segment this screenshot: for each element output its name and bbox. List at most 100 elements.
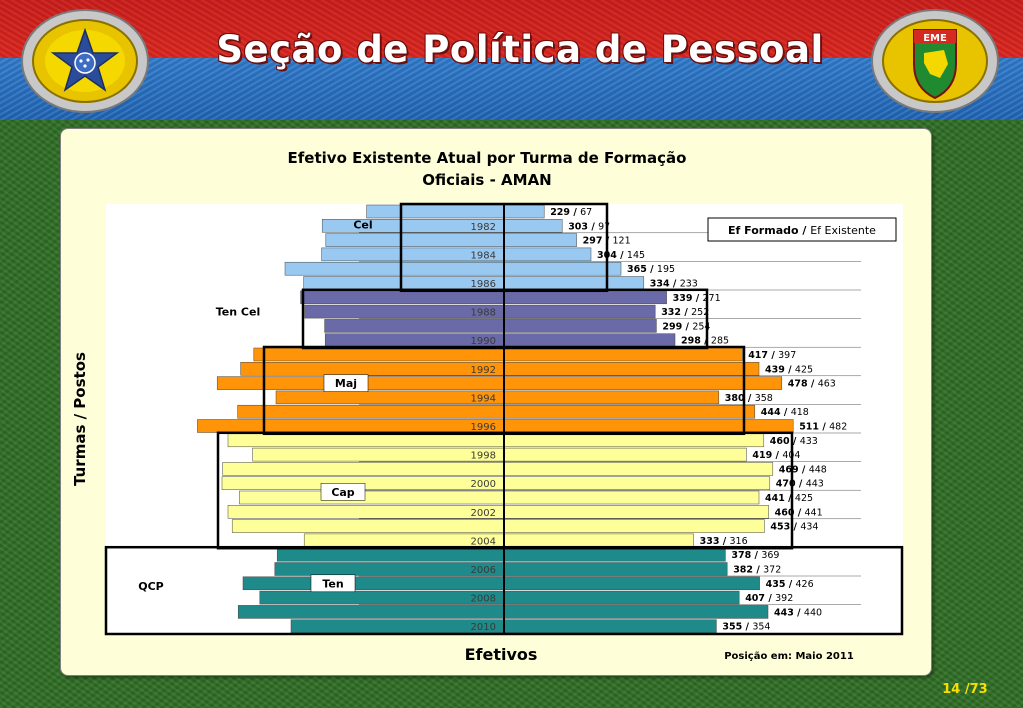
bar-left-1998: [252, 447, 505, 462]
value-label-1982: 303 / 97: [568, 221, 610, 232]
bar-left-2008: [259, 590, 505, 605]
svg-text:Ef Formado / Ef Existente: Ef Formado / Ef Existente: [728, 224, 876, 237]
value-label-2001: 441 / 425: [765, 493, 813, 504]
bar-left-2009: [237, 605, 505, 619]
chart-panel: Efetivo Existente Atual por Turma de For…: [60, 128, 932, 676]
legend-separator: /: [799, 224, 811, 237]
value-label-2006: 382 / 372: [733, 565, 781, 576]
bar-left-1999: [222, 462, 505, 476]
bar-left-2002: [227, 505, 505, 519]
value-label-1985: 365 / 195: [627, 264, 675, 275]
y-axis-label: Turmas / Postos: [71, 352, 89, 486]
page-separator: /: [960, 682, 970, 697]
page-number: 14 /73: [930, 682, 1000, 697]
bar-right-1994: [503, 390, 720, 405]
pyramid-chart: Efetivo Existente Atual por Turma de For…: [71, 149, 904, 664]
bar-right-2003: [503, 519, 765, 533]
bar-right-1999: [503, 462, 774, 476]
bar-right-1997: [503, 433, 765, 448]
group-label-cel: Cel: [353, 218, 372, 231]
tick-label-1986: 1986: [471, 279, 496, 290]
bar-left-2007: [242, 576, 505, 591]
bar-right-1982: [503, 219, 563, 233]
bar-right-2006: [503, 562, 728, 576]
bar-left-1992: [240, 362, 505, 376]
bar-right-1992: [503, 362, 760, 376]
legend-existente: Ef Existente: [810, 224, 876, 237]
bar-right-1998: [503, 447, 747, 462]
bar-right-1993: [503, 376, 783, 390]
value-label-1993: 478 / 463: [788, 379, 836, 390]
bar-right-1987: [503, 290, 667, 305]
bar-right-2001: [503, 490, 760, 505]
bar-left-1981: [366, 204, 505, 219]
value-label-1992: 439 / 425: [765, 364, 813, 375]
bar-left-1996: [197, 419, 505, 433]
svg-text:EME: EME: [923, 33, 947, 44]
bar-left-1989: [324, 319, 505, 333]
bar-right-1983: [503, 233, 577, 247]
bar-right-1996: [503, 419, 794, 433]
value-label-1997: 460 / 433: [770, 436, 818, 447]
group-label-ten-cel: Ten Cel: [216, 306, 260, 319]
group-label-maj: Maj: [335, 377, 357, 390]
bar-right-1988: [503, 304, 656, 319]
legend-formado: Ef Formado: [728, 224, 799, 237]
value-label-2007: 435 / 426: [766, 579, 814, 590]
bar-right-2008: [503, 590, 740, 605]
header-red-band: [0, 0, 1023, 58]
eme-shield-emblem-icon: EME: [870, 8, 1000, 118]
tick-label-2006: 2006: [471, 565, 496, 576]
bar-right-1989: [503, 319, 657, 333]
group-label-qcp: QCP: [138, 580, 164, 593]
tick-label-1998: 1998: [471, 451, 496, 462]
tick-label-1996: 1996: [471, 422, 496, 433]
value-label-2004: 333 / 316: [700, 536, 748, 547]
tick-label-1982: 1982: [471, 222, 496, 233]
bar-right-2010: [503, 619, 717, 633]
value-label-1996: 511 / 482: [799, 422, 847, 433]
value-label-1994: 380 / 358: [725, 393, 773, 404]
value-label-1995: 444 / 418: [761, 407, 809, 418]
group-label-bg-cap: [320, 483, 366, 501]
value-label-2008: 407 / 392: [745, 593, 793, 604]
value-label-1987: 339 / 271: [673, 293, 721, 304]
tick-label-2002: 2002: [471, 508, 496, 519]
group-box-qcp: [104, 545, 904, 636]
tick-label-1992: 1992: [471, 365, 496, 376]
bar-left-1995: [237, 404, 505, 419]
value-label-1998: 419 / 404: [752, 450, 800, 461]
value-label-2003: 453 / 434: [770, 522, 818, 533]
value-label-1990: 298 / 285: [681, 336, 729, 347]
value-label-1984: 304 / 145: [597, 250, 645, 261]
bar-right-2009: [503, 605, 769, 619]
bar-left-2001: [239, 490, 505, 505]
bar-right-1991: [503, 347, 743, 362]
tick-label-1984: 1984: [471, 250, 496, 261]
header-blue-band: [0, 58, 1023, 120]
page-current: 14: [942, 682, 961, 697]
bar-right-1985: [503, 261, 622, 276]
value-label-2005: 378 / 369: [731, 550, 779, 561]
bar-right-1990: [503, 333, 676, 347]
bar-left-1987: [300, 290, 505, 305]
value-label-2009: 443 / 440: [774, 607, 822, 618]
value-label-1989: 299 / 254: [662, 321, 710, 332]
value-label-2010: 355 / 354: [722, 622, 770, 633]
value-label-1981: 229 / 67: [550, 207, 592, 218]
value-label-1983: 297 / 121: [583, 236, 631, 247]
value-label-1986: 334 / 233: [650, 279, 698, 290]
bar-right-1984: [503, 247, 592, 262]
bar-left-2003: [231, 519, 505, 533]
page-total: 73: [969, 682, 988, 697]
value-label-1988: 332 / 252: [661, 307, 709, 318]
tick-label-1994: 1994: [471, 393, 496, 404]
tick-labels-group: 1982 1984 1986 1988 1990 1992 1994 1996 1998 2000…: [359, 222, 861, 634]
bar-right-2004: [503, 533, 694, 548]
rank-groups: Cel Ten Cel Maj Cap QCP Ten: [104, 202, 904, 636]
tick-label-1990: 1990: [471, 336, 496, 347]
bar-right-1981: [503, 204, 545, 219]
page-title: Seção de Política de Pessoal: [216, 28, 824, 71]
value-label-2000: 470 / 443: [776, 479, 824, 490]
group-label-ten: Ten: [322, 577, 343, 590]
